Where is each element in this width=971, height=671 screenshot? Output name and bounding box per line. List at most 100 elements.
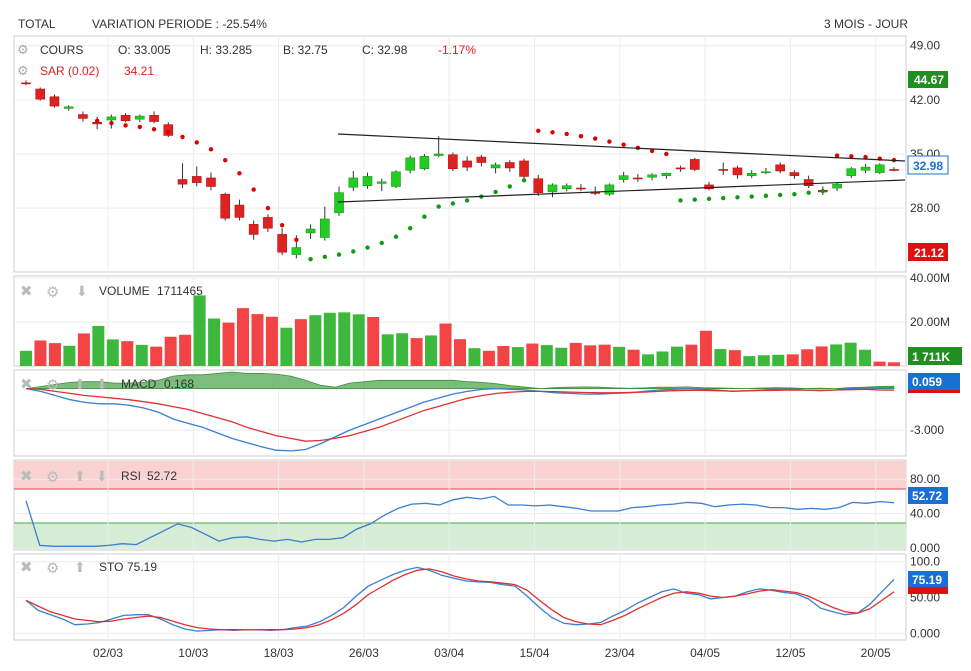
close-icon[interactable]: ✖ — [20, 468, 33, 485]
sar-dot — [849, 154, 854, 159]
volume-bar — [208, 318, 221, 366]
volume-bar — [757, 355, 770, 366]
volume-bar — [627, 349, 640, 366]
volume-bar — [106, 339, 119, 366]
y-tick-label: 40.00 — [910, 507, 940, 521]
change-value: -1.17% — [438, 43, 476, 57]
variation-text: VARIATION PERIODE : -25.54% — [92, 17, 267, 31]
volume-bar — [844, 342, 857, 366]
sar-dot — [721, 195, 726, 201]
y-tick-label: 28.00 — [910, 201, 940, 215]
grid-lines — [14, 36, 906, 640]
candle-body — [618, 175, 629, 180]
candle-body — [419, 156, 430, 169]
candle-body — [191, 176, 202, 183]
gear-icon[interactable]: ⚙ — [17, 63, 29, 78]
arrow-down-icon[interactable]: ⬇ — [96, 376, 108, 392]
gear-icon[interactable]: ⚙ — [17, 42, 29, 57]
arrow-up-icon[interactable]: ⬆ — [74, 468, 86, 484]
sar-dot — [706, 196, 712, 202]
volume-bar — [873, 361, 886, 366]
candle-body — [675, 167, 686, 170]
y-tick-label: 42.00 — [910, 93, 940, 107]
sar-dot — [407, 226, 413, 231]
rsi-label-row: ✖ ⚙ ⬆ ⬇ RSI 52.72 — [20, 468, 177, 486]
volume-bar — [497, 345, 510, 366]
candle-body — [334, 192, 344, 214]
period-selector[interactable]: 3 MOIS - JOUR — [824, 17, 908, 31]
trend-line — [337, 133, 906, 162]
volume-bar — [323, 312, 336, 366]
candle-body — [775, 164, 785, 172]
arrow-down-icon[interactable]: ⬇ — [76, 283, 88, 299]
volume-label: VOLUME — [99, 284, 150, 298]
volume-bar — [121, 341, 134, 366]
sar-dot — [806, 190, 811, 195]
sar-value: 34.21 — [124, 64, 154, 78]
sar-dot — [279, 222, 285, 228]
volume-bar — [786, 354, 799, 366]
candle-body — [78, 114, 88, 119]
sar-row: ⚙ SAR (0.02) 34.21 — [17, 63, 154, 78]
sar-dot — [294, 237, 299, 243]
sar-dot — [763, 193, 769, 198]
volume-bar — [179, 334, 192, 366]
sto-d-line — [25, 568, 895, 631]
rsi-overbought-zone — [14, 461, 906, 489]
sar-dot — [223, 157, 228, 163]
high-value: H: 33.285 — [200, 43, 252, 57]
candle-body — [63, 106, 74, 109]
candle-body — [689, 159, 700, 170]
gear-icon[interactable]: ⚙ — [46, 560, 59, 577]
badge-volume-text: 1 711K — [912, 350, 950, 364]
candle-body — [490, 164, 501, 169]
sto-label-row: ✖ ⚙ ⬆ STO 75.19 — [20, 559, 157, 577]
volume-bar — [728, 350, 741, 366]
x-tick-label: 10/03 — [178, 646, 208, 660]
macd-value: 0.168 — [164, 377, 194, 391]
sar-dot — [251, 187, 256, 192]
gear-icon[interactable]: ⚙ — [46, 377, 59, 394]
gear-icon[interactable]: ⚙ — [46, 469, 59, 486]
sar-dot — [151, 127, 157, 132]
sar-dot — [493, 189, 498, 195]
candle-body — [860, 166, 871, 171]
volume-bar — [801, 349, 814, 366]
trend-line — [337, 179, 906, 203]
volume-bar — [77, 333, 90, 366]
x-tick-label: 20/05 — [861, 646, 891, 660]
close-icon[interactable]: ✖ — [20, 283, 33, 300]
rsi-oversold-zone — [14, 523, 906, 550]
sar-dot — [592, 136, 598, 141]
sar-dot — [678, 198, 683, 203]
arrow-up-icon[interactable]: ⬆ — [74, 559, 86, 575]
volume-bar — [859, 349, 872, 366]
x-tick-label: 18/03 — [264, 646, 294, 660]
volume-bar — [34, 340, 47, 366]
sar-label: SAR (0.02) — [40, 64, 99, 78]
candle-body — [761, 171, 771, 174]
gear-icon[interactable]: ⚙ — [46, 284, 59, 301]
candle-body — [234, 204, 245, 218]
candle-body — [718, 169, 729, 171]
volume-bar — [367, 316, 380, 366]
volume-bar — [396, 333, 409, 366]
close-icon[interactable]: ✖ — [20, 559, 33, 576]
arrow-down-icon[interactable]: ⬇ — [96, 468, 108, 484]
volume-bar — [294, 319, 307, 366]
candle-body — [889, 169, 899, 171]
close-icon[interactable]: ✖ — [20, 376, 33, 393]
x-tick-label: 02/03 — [93, 646, 123, 660]
arrow-up-icon[interactable]: ⬆ — [74, 376, 86, 392]
open-value: O: 33.005 — [118, 43, 171, 57]
candle-body — [448, 154, 458, 169]
volume-bar — [92, 325, 105, 366]
badge-rsi-text: 52.72 — [912, 489, 942, 503]
x-tick-label: 03/04 — [434, 646, 464, 660]
candle-body — [746, 173, 757, 176]
badge-high: 44.67 — [908, 71, 948, 88]
cours-label: COURS — [40, 43, 83, 57]
candle-body — [633, 177, 643, 180]
candle-body — [163, 124, 174, 136]
volume-bar — [468, 348, 481, 366]
